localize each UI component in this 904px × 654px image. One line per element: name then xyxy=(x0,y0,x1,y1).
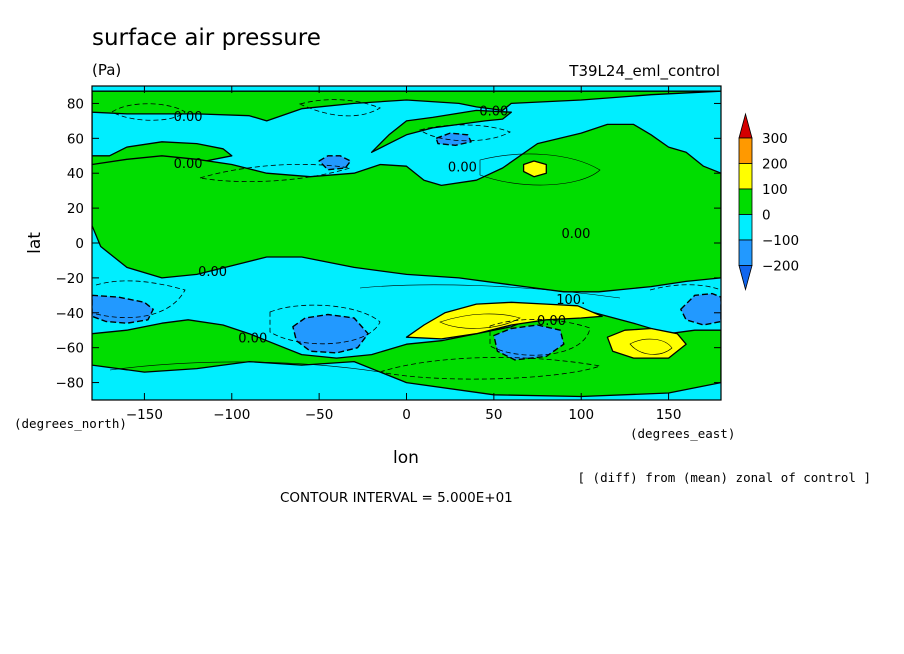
y-axis-units: (degrees_north) xyxy=(14,416,127,431)
region-yellow-asia xyxy=(522,160,547,178)
contour-fill-layer xyxy=(92,90,721,398)
negative-contours xyxy=(95,99,721,380)
contour-label-2: 0.00 xyxy=(479,105,508,120)
region-yellow-south-pacific xyxy=(606,327,687,359)
chart-title: surface air pressure xyxy=(92,25,321,51)
x-axis-units: (degrees_east) xyxy=(630,426,735,441)
y-tick-label: 40 xyxy=(67,166,84,182)
region-blue-north-pacific xyxy=(318,155,352,171)
contour-label-1: 0.00 xyxy=(174,157,203,172)
x-tick-label: −50 xyxy=(305,407,334,423)
diff-note: [ (diff) from (mean) zonal of control ] xyxy=(578,470,872,485)
region-land-north-atlantic xyxy=(370,109,512,153)
colorbar-label: −100 xyxy=(762,233,799,249)
y-tick-label: 0 xyxy=(75,236,84,252)
region-blue-south-atlantic xyxy=(493,324,565,361)
positive-contours xyxy=(109,153,673,373)
x-tick-label: −100 xyxy=(213,407,250,423)
contour-label-0: 0.00 xyxy=(174,110,203,125)
x-tick-label: 50 xyxy=(485,407,502,423)
colorbar-label: 200 xyxy=(762,157,788,173)
x-tick-label: −150 xyxy=(126,407,163,423)
colorbar-label: 0 xyxy=(762,208,771,224)
region-land-eurasia xyxy=(92,123,721,293)
colorbar-segment xyxy=(738,163,753,190)
region-blue-north-atlantic xyxy=(435,132,472,147)
colorbar-segment xyxy=(738,188,753,215)
y-tick-label: 80 xyxy=(67,96,84,112)
chart-units: (Pa) xyxy=(92,61,121,79)
experiment-label: T39L24_eml_control xyxy=(568,62,720,81)
colorbar: 300 200 100 0 −100 −200 xyxy=(738,112,799,292)
contour-interval: CONTOUR INTERVAL = 5.000E+01 xyxy=(280,490,513,506)
contour-label-3: 0.00 xyxy=(448,160,477,175)
y-axis-label: lat xyxy=(25,232,45,254)
colorbar-label: 300 xyxy=(762,131,788,147)
colorbar-label: −200 xyxy=(762,259,799,275)
x-tick-label: 100 xyxy=(568,407,594,423)
colorbar-label: 100 xyxy=(762,182,788,198)
y-tick-label: −40 xyxy=(56,306,85,322)
region-land-north-top xyxy=(92,90,721,122)
colorbar-arrow-top xyxy=(738,112,753,139)
region-yellow-south-atlantic xyxy=(405,301,603,340)
colorbar-segment xyxy=(738,137,753,164)
contour-label-7: 100. xyxy=(556,293,585,308)
region-blue-mid-pacific xyxy=(292,313,369,354)
x-axis-label: lon xyxy=(393,448,419,468)
colorbar-arrow-bottom xyxy=(738,265,753,292)
x-axis-ticks: −150 −100 −50 0 50 100 150 xyxy=(126,86,682,423)
contour-label-5: 0.00 xyxy=(198,265,227,280)
y-tick-label: −20 xyxy=(56,271,85,287)
contour-label-layer: 0.00 0.00 0.00 0.00 0.00 0.00 0.00 100. 0.00 xyxy=(174,105,591,347)
y-tick-label: 20 xyxy=(67,201,84,217)
x-tick-label: 150 xyxy=(656,407,682,423)
y-tick-label: −60 xyxy=(56,341,85,357)
contour-label-4: 0.00 xyxy=(562,227,591,242)
y-tick-label: −80 xyxy=(56,376,85,392)
colorbar-segment xyxy=(738,214,753,241)
contour-label-6: 0.00 xyxy=(238,331,267,346)
y-tick-label: 60 xyxy=(67,131,84,147)
x-tick-label: 0 xyxy=(402,407,411,423)
contour-label-8: 0.00 xyxy=(537,314,566,329)
colorbar-segment xyxy=(738,239,753,266)
region-blue-east-pacific xyxy=(680,292,721,326)
y-axis-ticks: 80 60 40 20 0 −20 −40 −60 −80 xyxy=(56,96,721,392)
